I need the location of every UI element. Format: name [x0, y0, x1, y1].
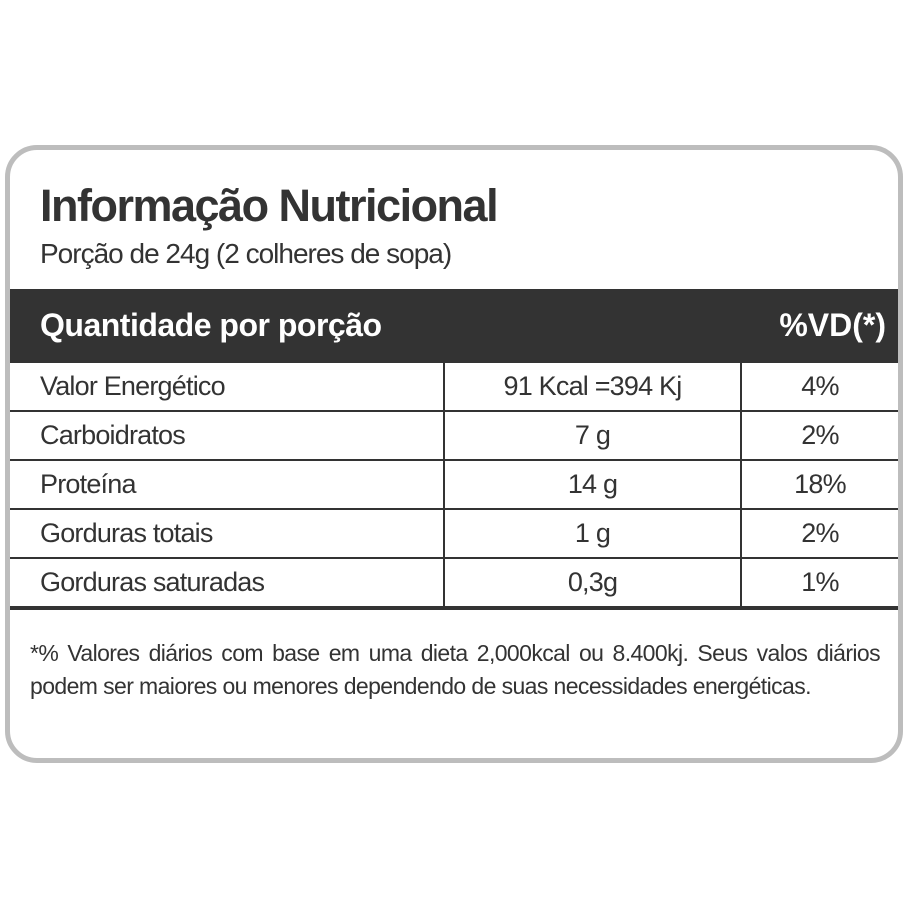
nutrient-dv: 2%	[741, 411, 898, 461]
footnote: *% Valores diários com base em uma dieta…	[30, 640, 881, 699]
nutrient-name: Proteína	[10, 460, 445, 510]
nutrient-dv: 18%	[741, 460, 898, 510]
nutrient-amount: 91 Kcal =394 Kj	[444, 363, 742, 412]
nutrition-table: Valor Energético 91 Kcal =394 Kj 4% Carboi…	[10, 363, 898, 610]
header-quantity: Quantidade por porção	[40, 307, 382, 343]
table-row: Valor Energético 91 Kcal =394 Kj 4%	[10, 363, 898, 412]
nutrient-name: Carboidratos	[10, 411, 445, 461]
nutrition-label: Informação Nutricional Porção de 24g (2 …	[5, 145, 903, 763]
table-row: Gorduras totais 1 g 2%	[10, 509, 898, 559]
nutrient-amount: 7 g	[444, 411, 742, 461]
nutrient-dv: 1%	[741, 558, 898, 610]
nutrient-name: Gorduras saturadas	[10, 558, 445, 610]
nutrient-dv: 2%	[741, 509, 898, 559]
nutrient-amount: 0,3g	[444, 558, 742, 610]
nutrient-name: Gorduras totais	[10, 509, 445, 559]
table-row: Proteína 14 g 18%	[10, 460, 898, 510]
label-title: Informação Nutricional	[40, 180, 499, 231]
table-row: Carboidratos 7 g 2%	[10, 411, 898, 461]
nutrient-amount: 14 g	[444, 460, 742, 510]
table-row: Gorduras saturadas 0,3g 1%	[10, 558, 898, 610]
table-header: Quantidade por porção %VD(*)	[10, 289, 898, 363]
nutrient-dv: 4%	[741, 363, 898, 412]
nutrient-name: Valor Energético	[10, 363, 445, 412]
nutrient-amount: 1 g	[444, 509, 742, 559]
header-dv: %VD(*)	[779, 307, 886, 343]
serving-size: Porção de 24g (2 colheres de sopa)	[40, 238, 452, 269]
